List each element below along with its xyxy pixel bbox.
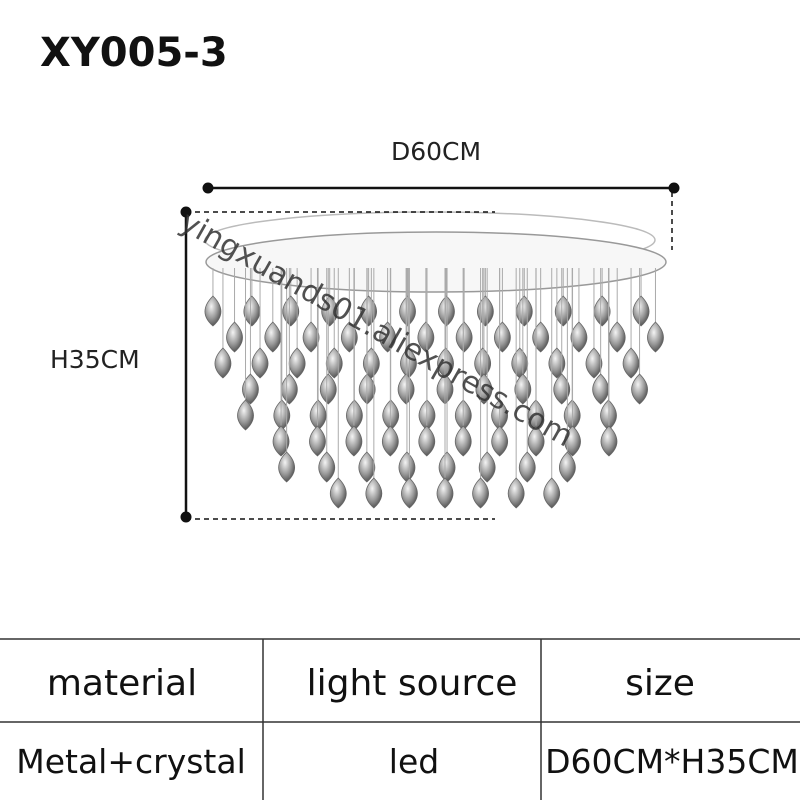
crystal xyxy=(548,347,566,379)
crystal xyxy=(381,425,399,457)
crystal xyxy=(631,373,648,405)
crystal xyxy=(214,347,232,379)
crystal xyxy=(346,399,363,431)
crystal xyxy=(401,477,418,509)
crystal xyxy=(600,425,618,457)
crystal xyxy=(226,321,243,353)
crystal xyxy=(264,321,282,353)
crystal xyxy=(515,295,533,327)
dot xyxy=(180,206,192,218)
crystal xyxy=(204,295,222,327)
crystal xyxy=(318,451,336,483)
crystal xyxy=(243,295,261,327)
crystal xyxy=(543,477,561,509)
crystal xyxy=(570,321,588,353)
crystal xyxy=(302,321,320,353)
table-cell: D60CM*H35CM xyxy=(545,742,799,781)
crystal xyxy=(622,347,640,379)
crystal xyxy=(585,347,603,379)
crystal xyxy=(475,373,493,405)
crystal xyxy=(242,373,259,405)
crystal xyxy=(309,399,327,431)
crystal xyxy=(399,295,416,327)
crystal xyxy=(438,451,456,483)
crystal xyxy=(365,477,383,509)
crystal xyxy=(553,373,571,405)
height-label: H35CM xyxy=(50,345,140,374)
crystal xyxy=(273,399,291,431)
crystal xyxy=(593,295,611,327)
crystal xyxy=(491,425,509,457)
table-header: size xyxy=(625,663,695,704)
crystal xyxy=(362,347,380,379)
crystal xyxy=(280,373,298,405)
crystal xyxy=(592,373,610,405)
canopy-plate xyxy=(205,231,667,293)
table-cell: Metal+crystal xyxy=(16,742,246,781)
crystal xyxy=(478,451,496,483)
crystal xyxy=(237,399,254,431)
crystal xyxy=(608,321,626,353)
crystal xyxy=(564,425,581,457)
crystal xyxy=(345,425,363,457)
crystal xyxy=(358,451,376,483)
crystal xyxy=(511,347,529,379)
crystal xyxy=(455,321,473,353)
width-label: D60CM xyxy=(391,137,481,166)
crystal xyxy=(272,425,290,457)
table-cell: led xyxy=(389,742,439,781)
crystal xyxy=(454,425,472,457)
crystal xyxy=(417,321,435,353)
crystal xyxy=(251,347,269,379)
crystal xyxy=(554,295,572,327)
dot xyxy=(202,182,214,194)
crystal xyxy=(398,451,416,483)
crystal xyxy=(309,425,326,457)
crystal xyxy=(278,451,296,483)
crystal xyxy=(647,321,664,353)
chandelier-drawing xyxy=(204,211,667,509)
spec-table xyxy=(0,638,800,800)
crystal xyxy=(288,347,306,379)
crystal xyxy=(632,295,650,327)
crystal xyxy=(321,295,339,327)
crystal xyxy=(507,477,525,509)
crystal xyxy=(532,321,550,353)
dot xyxy=(668,182,680,194)
crystal xyxy=(436,477,454,509)
crystal xyxy=(329,477,347,509)
table-header: material xyxy=(47,663,197,704)
crystal xyxy=(360,295,378,327)
dot xyxy=(180,511,192,523)
crystal xyxy=(319,373,337,405)
dimension-lines xyxy=(180,182,680,523)
crystal xyxy=(494,321,511,353)
crystal xyxy=(340,321,358,353)
title: XY005-3 xyxy=(40,30,228,76)
table-header: light source xyxy=(307,663,518,704)
crystal xyxy=(527,425,545,457)
crystal xyxy=(472,477,489,509)
crystal xyxy=(438,295,455,327)
crystal xyxy=(476,295,494,327)
crystal xyxy=(379,321,396,353)
crystal xyxy=(518,451,536,483)
crystal xyxy=(418,425,436,457)
crystal xyxy=(397,373,415,405)
crystal xyxy=(558,451,576,483)
